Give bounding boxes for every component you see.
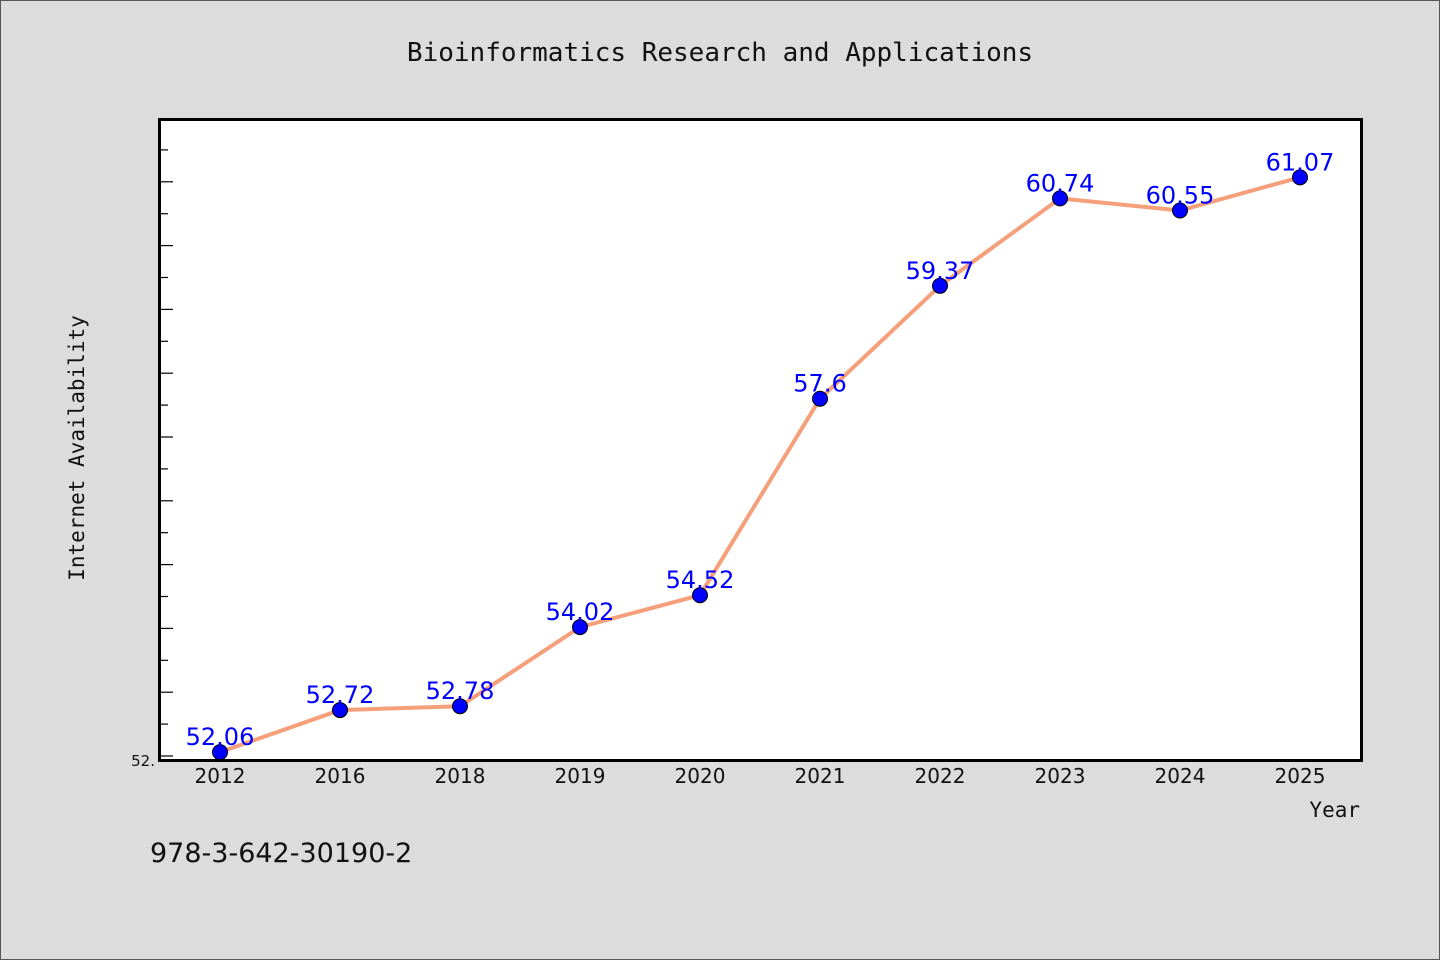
data-point xyxy=(1292,169,1308,186)
data-point xyxy=(332,702,348,719)
x-tick-label: 2019 xyxy=(555,764,606,788)
x-tick-label: 2022 xyxy=(915,764,966,788)
data-label: 54.52 xyxy=(666,566,735,594)
series-line xyxy=(218,175,1302,755)
x-tick-label: 2012 xyxy=(195,764,246,788)
y-axis-label: Internet Availability xyxy=(65,315,89,581)
series-line-group xyxy=(218,175,1302,755)
x-axis-label: Year xyxy=(1309,798,1360,822)
x-tick-label: 2020 xyxy=(675,764,726,788)
data-labels: 52.06 52.72 52.78 54.02 54.52 57.6 59.37 60.74 6… xyxy=(186,148,1335,751)
data-label: 59.37 xyxy=(906,257,975,285)
x-tick-label: 2025 xyxy=(1275,764,1326,788)
x-tick-label: 2024 xyxy=(1155,764,1206,788)
data-point xyxy=(812,390,828,407)
data-point xyxy=(1052,190,1068,207)
data-point xyxy=(932,277,948,294)
data-point xyxy=(1172,202,1188,219)
data-markers xyxy=(212,169,1308,761)
x-tick-label: 2016 xyxy=(315,764,366,788)
data-point xyxy=(212,744,228,761)
x-axis-ticks: 2012 2016 2018 2019 2020 2021 2022 2023 2024 2025 xyxy=(195,764,1326,788)
data-label: 52.72 xyxy=(306,681,375,709)
data-label: 54.02 xyxy=(546,598,615,626)
x-tick-label: 2021 xyxy=(795,764,846,788)
data-label: 52.78 xyxy=(426,677,495,705)
data-label: 52.06 xyxy=(186,723,255,751)
chart-title: Bioinformatics Research and Applications xyxy=(407,38,1033,68)
data-label: 61.07 xyxy=(1266,148,1335,176)
data-point xyxy=(572,619,588,636)
data-label: 60.55 xyxy=(1146,182,1215,210)
data-label: 60.74 xyxy=(1026,169,1095,197)
data-label: 57.6 xyxy=(793,370,846,398)
y-axis-ticks xyxy=(161,149,173,757)
y-tick-label: 52. xyxy=(131,752,155,770)
x-tick-label: 2023 xyxy=(1035,764,1086,788)
data-point xyxy=(452,698,468,715)
x-tick-label: 2018 xyxy=(435,764,486,788)
data-point xyxy=(692,587,708,604)
plot-area xyxy=(158,118,1363,762)
footer-identifier: 978-3-642-30190-2 xyxy=(150,838,412,869)
